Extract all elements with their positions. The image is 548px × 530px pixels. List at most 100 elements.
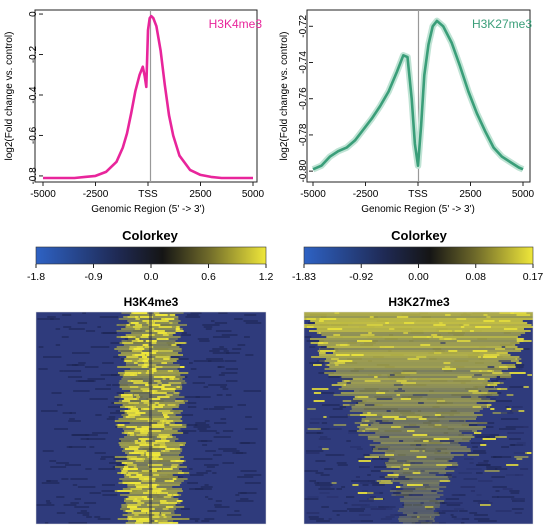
heat-cell (399, 498, 436, 500)
heat-cell (237, 476, 254, 478)
heat-cell (487, 366, 495, 368)
heat-cell (126, 456, 137, 458)
heat-cell (481, 406, 487, 408)
heat-cell (394, 514, 407, 516)
heat-cell (344, 380, 488, 382)
heat-cell (99, 316, 119, 318)
heat-cell (436, 510, 454, 512)
heat-cell (149, 374, 152, 376)
heat-cell (359, 414, 377, 416)
heat-cell (244, 336, 250, 338)
heat-cell (127, 464, 137, 466)
heat-cell (481, 500, 490, 502)
heat-cell (309, 330, 531, 332)
heat-cell (325, 454, 345, 456)
heat-cell (449, 466, 458, 468)
heat-cell (127, 506, 137, 508)
heat-cell (208, 360, 224, 362)
heat-cell (451, 394, 471, 396)
heat-cell (74, 498, 81, 500)
heat-cell (418, 402, 424, 404)
heat-cell (415, 522, 421, 524)
heat-cell (328, 428, 342, 430)
heatmap-panel-h3k4me3: Colorkey -1.8 -0.9 0.0 0.6 1.2 H3K4me3 (27, 228, 273, 525)
heat-cell (481, 394, 490, 396)
heat-cell (359, 390, 377, 392)
heat-cell (206, 466, 215, 468)
heat-cell (483, 314, 488, 316)
heat-cell (341, 386, 495, 388)
heat-cell (397, 460, 407, 462)
heat-cell (219, 346, 224, 348)
heat-cell (383, 478, 392, 480)
heat-cell (372, 450, 471, 452)
heat-cell (70, 502, 79, 504)
heat-cell (487, 384, 498, 386)
heat-cell (426, 508, 433, 510)
heat-cell (129, 346, 143, 348)
heat-cell (162, 334, 169, 336)
heat-cell (149, 466, 152, 468)
heat-cell (391, 426, 401, 428)
heat-cell (414, 448, 426, 450)
heat-cell (149, 344, 152, 346)
x-tick-label: -2500 (83, 189, 109, 200)
heat-cell (307, 428, 321, 430)
heat-cell (166, 502, 177, 504)
heat-cell (149, 348, 152, 350)
heat-cell (486, 316, 491, 318)
heat-cell (315, 460, 326, 462)
heat-cell (310, 418, 327, 420)
x-axis: -5000 -2500 TSS 2500 5000 (300, 182, 535, 200)
heat-cell (110, 412, 127, 414)
heat-cell (56, 462, 69, 464)
heat-cell (140, 432, 148, 434)
heat-cell (406, 416, 423, 418)
heat-cell (154, 402, 160, 404)
heat-cell (304, 316, 533, 318)
heat-cell (63, 370, 82, 372)
heat-cell (396, 486, 447, 488)
heat-cell (133, 466, 137, 468)
heat-cell (327, 364, 516, 366)
heat-cell (329, 366, 508, 368)
heat-cell (149, 330, 152, 332)
heat-cell (516, 500, 521, 502)
heat-cell (158, 434, 170, 436)
heat-cell (123, 448, 183, 450)
heat-cell (114, 398, 120, 400)
heat-cell (181, 414, 194, 416)
heat-cell (87, 378, 105, 380)
heat-cell (78, 380, 96, 382)
heat-cell (451, 516, 457, 518)
heat-cell (136, 434, 148, 436)
heat-cell (321, 422, 328, 424)
heat-cell (429, 472, 439, 474)
heat-cell (500, 376, 512, 378)
heat-cell (369, 496, 376, 498)
heat-cell (454, 330, 462, 332)
heat-cell (393, 478, 410, 480)
heat-cell (509, 372, 526, 374)
heat-cell (372, 458, 384, 460)
line-panel-h3k4me3: 0-0.2-0.4-0.6-0.8 -5000 -2500 TSS 2500 5000 … (4, 9, 265, 215)
heat-cell (61, 336, 69, 338)
heat-cell (155, 314, 166, 316)
heat-cell (202, 444, 208, 446)
heat-cell (86, 438, 106, 440)
heat-cell (351, 480, 369, 482)
heat-cell (208, 498, 213, 500)
heat-cell (527, 374, 532, 376)
heat-cell (238, 492, 247, 494)
heat-cell (367, 438, 472, 440)
heat-cell (447, 502, 463, 504)
heat-cell (149, 378, 152, 380)
heat-cell (100, 374, 118, 376)
heat-cell (147, 490, 162, 492)
heat-cell (221, 334, 238, 336)
heat-cell (493, 456, 512, 458)
heat-cell (165, 448, 175, 450)
heat-cell (439, 480, 451, 482)
heat-cell (149, 324, 152, 326)
heat-cell (362, 484, 369, 486)
